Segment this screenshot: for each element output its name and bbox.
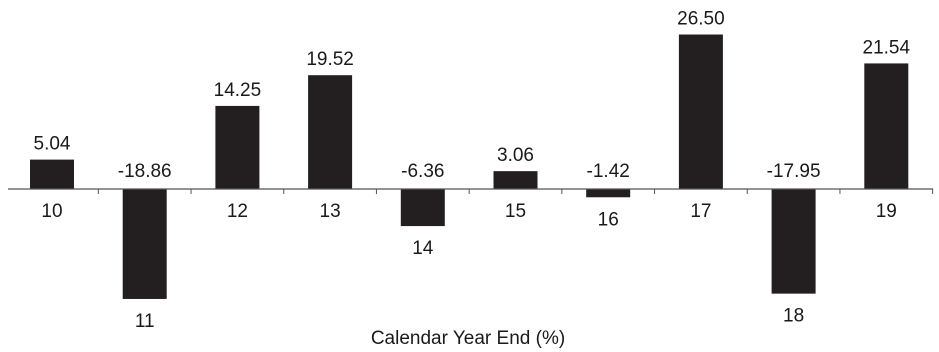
value-label: 19.52 [306, 49, 354, 70]
labels: 5.04 10 -18.86 11 14.25 12 19.52 13 -6.36 14 3.06 1… [34, 9, 911, 332]
value-label: 3.06 [497, 145, 534, 166]
bar-14 [400, 189, 445, 227]
category-label: 17 [690, 201, 711, 222]
bar-13 [308, 75, 353, 189]
category-label: 16 [598, 209, 619, 230]
value-label: -17.95 [767, 161, 821, 182]
bar-16 [586, 189, 631, 198]
value-label: 5.04 [34, 134, 71, 155]
value-label: -1.42 [587, 161, 630, 182]
category-label: 12 [227, 201, 248, 222]
category-label: 14 [412, 238, 434, 259]
category-label: 18 [783, 306, 804, 327]
category-label: 15 [505, 201, 526, 222]
category-label: 13 [320, 201, 341, 222]
value-label: 26.50 [677, 9, 725, 30]
bar-18 [771, 189, 816, 294]
value-label: -6.36 [401, 161, 444, 182]
x-axis-title: Calendar Year End (%) [371, 328, 565, 349]
category-label: 19 [876, 201, 897, 222]
axis-ticks [97, 189, 934, 194]
bar-10 [30, 159, 74, 189]
bar-15 [493, 171, 538, 189]
bar-11 [122, 189, 167, 299]
value-label: -18.86 [118, 161, 172, 182]
bar-12 [215, 105, 260, 189]
category-label: 11 [135, 311, 155, 332]
bar-17 [678, 34, 723, 189]
value-label: 21.54 [863, 37, 911, 58]
value-label: 14.25 [214, 80, 262, 101]
category-label: 10 [41, 201, 62, 222]
bar-19 [864, 63, 909, 189]
bars [30, 34, 909, 299]
